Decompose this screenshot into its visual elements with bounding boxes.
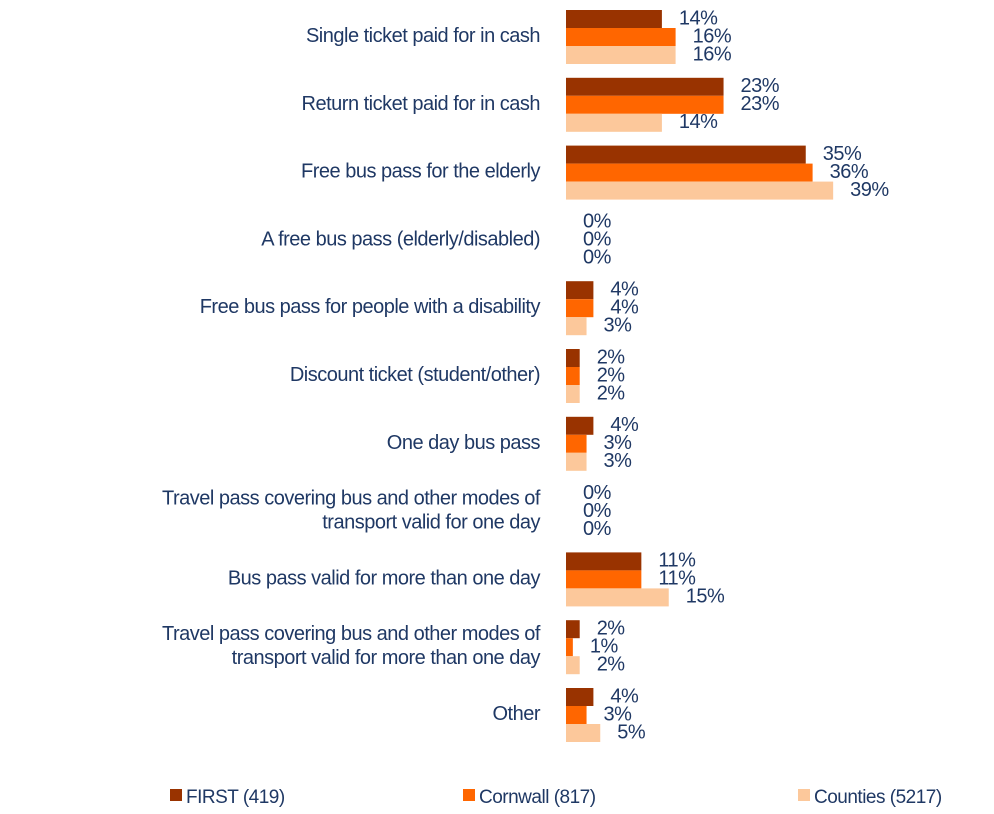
- value-label: 39%: [850, 179, 889, 201]
- category-label: Return ticket paid for in cash: [302, 93, 540, 115]
- category-label: Free bus pass for the elderly: [301, 161, 540, 183]
- category-label: Single ticket paid for in cash: [306, 25, 540, 47]
- value-label: 0%: [583, 247, 612, 269]
- value-label: 11%: [658, 550, 696, 572]
- value-label: 2%: [597, 617, 626, 639]
- bar: [566, 385, 580, 403]
- category-label: Other: [492, 703, 540, 725]
- value-label: 2%: [597, 364, 626, 386]
- value-label: 3%: [604, 314, 633, 336]
- bar: [566, 181, 834, 200]
- value-label: 2%: [597, 346, 626, 368]
- category-label: One day bus pass: [387, 432, 541, 454]
- legend-swatch: [170, 789, 182, 801]
- value-label: 4%: [610, 685, 639, 707]
- value-label: 14%: [679, 111, 718, 133]
- value-label: 14%: [679, 7, 718, 29]
- value-label: 2%: [597, 653, 626, 675]
- value-label: 2%: [597, 382, 626, 404]
- legend-swatch: [463, 789, 475, 801]
- value-label: 16%: [693, 43, 732, 65]
- legend-label: FIRST (419): [186, 787, 285, 808]
- bar: [566, 552, 642, 571]
- bar: [566, 706, 587, 724]
- bar: [566, 317, 587, 336]
- bar: [566, 688, 594, 706]
- bar: [566, 724, 601, 742]
- value-label: 23%: [741, 75, 780, 97]
- legend-swatch: [798, 789, 810, 801]
- bar: [566, 638, 573, 657]
- value-label: 3%: [604, 703, 633, 725]
- value-label: 3%: [604, 432, 633, 454]
- value-label: 5%: [617, 721, 646, 743]
- value-label: 15%: [686, 586, 725, 608]
- value-label: 11%: [658, 568, 696, 590]
- bar: [566, 10, 662, 28]
- value-label: 36%: [830, 161, 869, 183]
- bar: [566, 281, 594, 300]
- value-label: 0%: [583, 211, 612, 233]
- bar: [566, 349, 580, 367]
- bar: [566, 46, 676, 64]
- bar: [566, 570, 642, 589]
- bar: [566, 620, 580, 639]
- value-label: 4%: [610, 414, 639, 436]
- bar: [566, 163, 813, 182]
- category-label: Discount ticket (student/other): [290, 364, 540, 386]
- bar: [566, 416, 594, 435]
- value-label: 4%: [610, 296, 639, 318]
- value-label: 0%: [583, 229, 612, 251]
- value-label: 23%: [741, 93, 780, 115]
- bar: [566, 588, 669, 607]
- category-label: Travel pass covering bus and other modes…: [162, 623, 541, 669]
- bar: [566, 434, 587, 453]
- bar: [566, 77, 724, 96]
- category-label: Free bus pass for people with a disabili…: [200, 296, 541, 318]
- value-label: 3%: [604, 450, 633, 472]
- value-label: 4%: [610, 278, 639, 300]
- category-label: A free bus pass (elderly/disabled): [261, 229, 540, 251]
- bar: [566, 28, 676, 46]
- bar: [566, 452, 587, 471]
- value-label: 1%: [590, 635, 619, 657]
- bar: [566, 299, 594, 318]
- value-label: 16%: [693, 25, 732, 47]
- legend-label: Cornwall (817): [479, 787, 596, 808]
- bar: [566, 95, 724, 114]
- bar: [566, 656, 580, 675]
- category-label: Travel pass covering bus and other modes…: [162, 488, 541, 534]
- value-label: 0%: [583, 518, 612, 540]
- bar: [566, 113, 662, 132]
- legend-label: Counties (5217): [814, 787, 942, 808]
- bar: [566, 367, 580, 385]
- value-label: 0%: [583, 500, 612, 522]
- value-label: 0%: [583, 482, 612, 504]
- bar: [566, 145, 806, 164]
- value-label: 35%: [823, 143, 862, 165]
- category-label: Bus pass valid for more than one day: [228, 568, 541, 590]
